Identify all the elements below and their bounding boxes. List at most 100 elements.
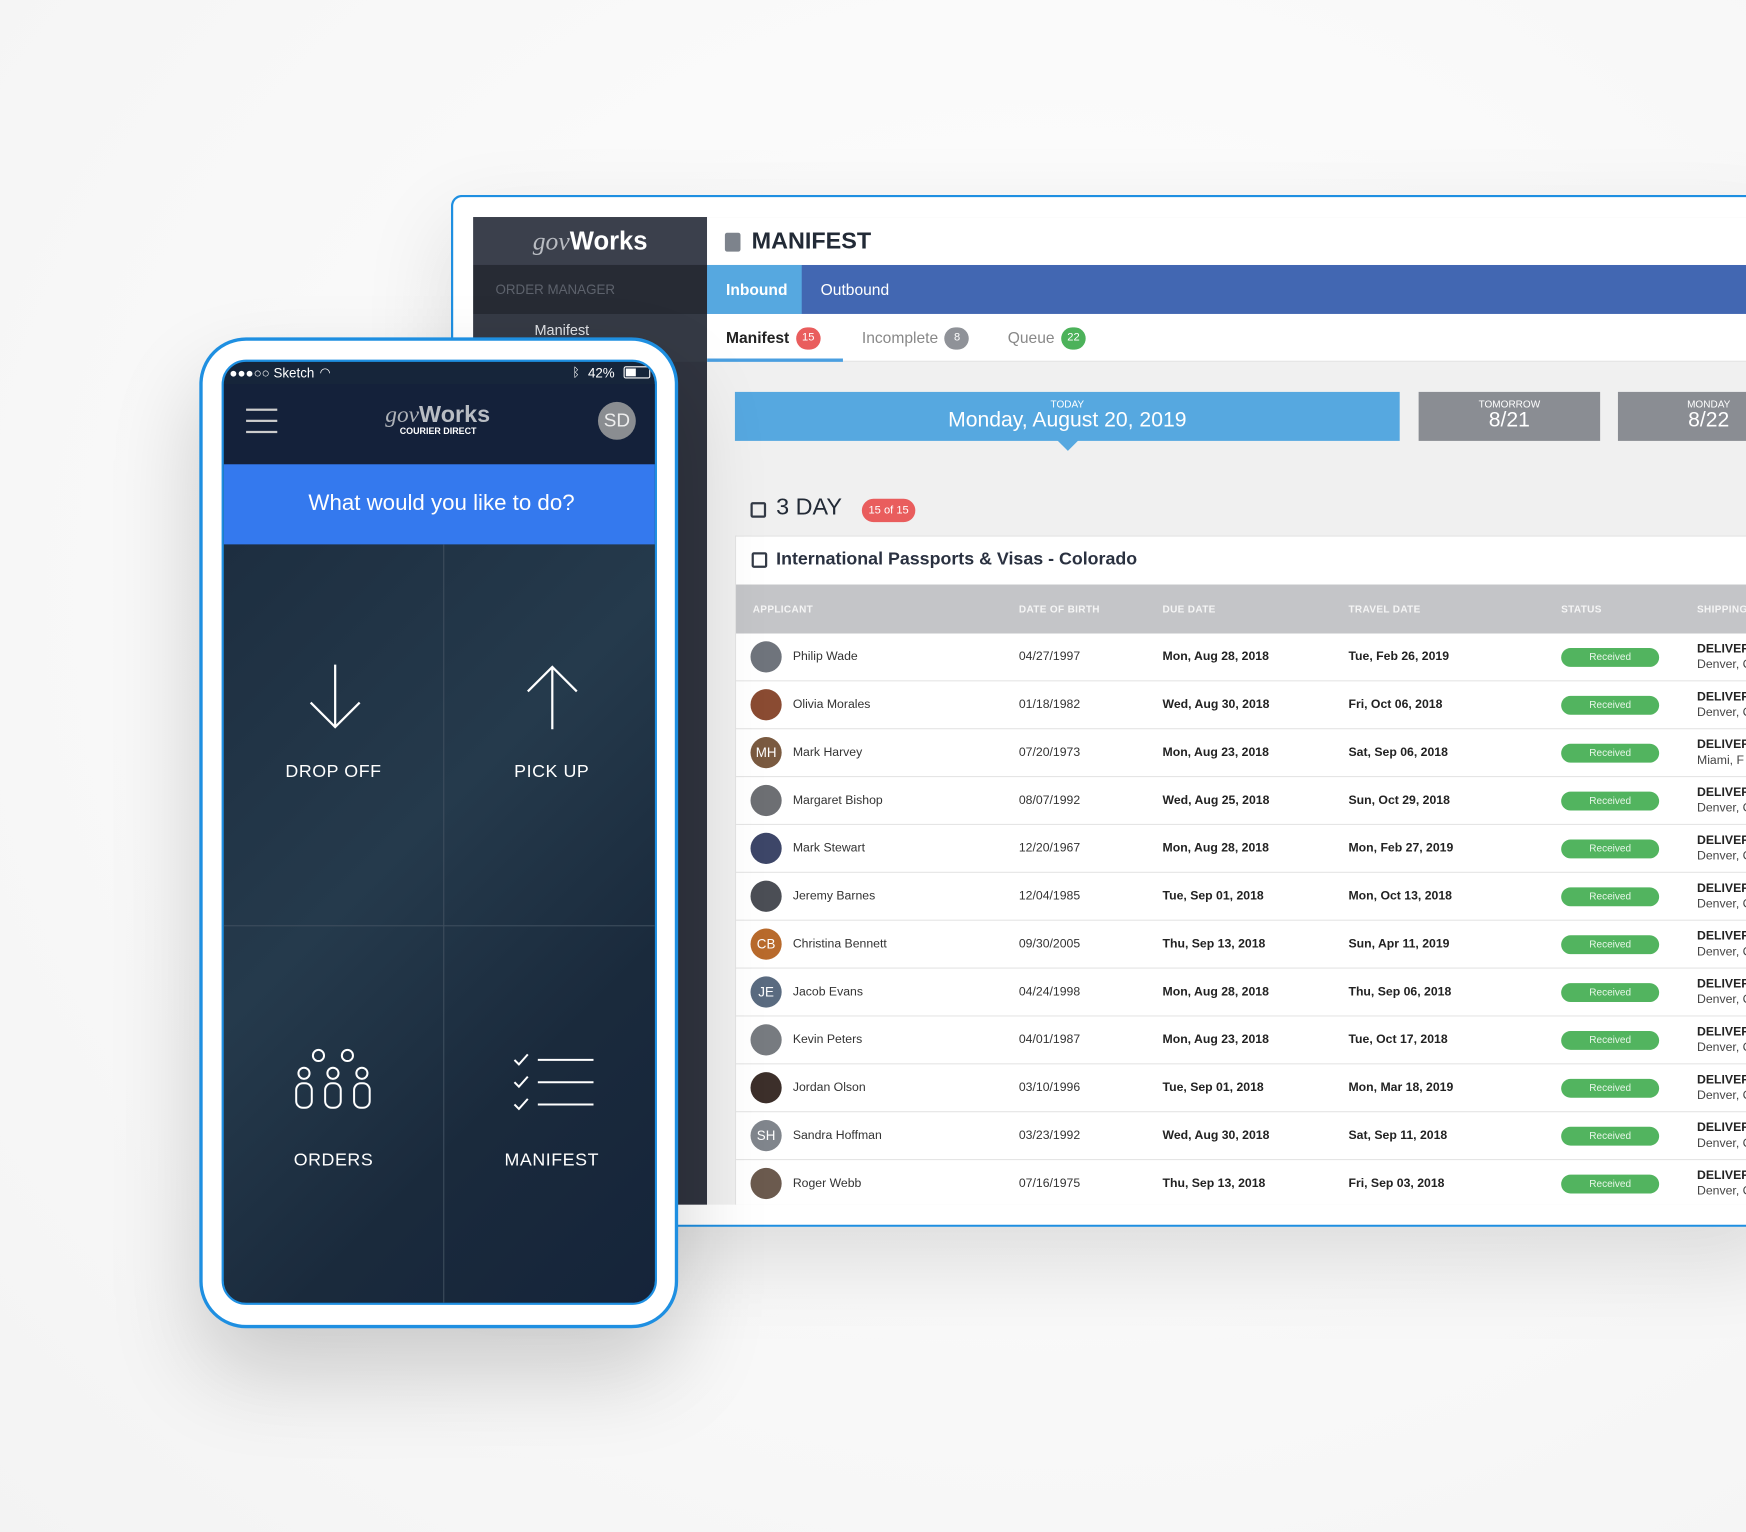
drop-off-button[interactable]: DROP OFF <box>224 544 443 925</box>
dob: 07/20/1973 <box>1018 745 1081 760</box>
col-status[interactable]: STATUS <box>1561 603 1602 615</box>
carrier: ●●●○○ Sketch <box>229 365 315 381</box>
people-icon <box>295 1048 371 1109</box>
page-header: MANIFEST <box>707 217 1746 265</box>
col-applicant[interactable]: APPLICANT <box>752 603 814 615</box>
card-checkbox[interactable] <box>751 552 768 568</box>
applicant-name[interactable]: Olivia Morales <box>792 698 871 712</box>
dob: 08/07/1992 <box>1018 793 1081 808</box>
applicant-avatar <box>750 1167 782 1200</box>
applicant-name[interactable]: Kevin Peters <box>792 1033 863 1047</box>
table-row[interactable]: MH Mark Harvey 07/20/1973 Mon, Aug 23, 2… <box>736 729 1746 778</box>
shipping-method: DELIVER <box>1697 1121 1746 1135</box>
shipping-city: Denver, C <box>1697 1041 1746 1055</box>
applicant-name[interactable]: Jordan Olson <box>792 1081 866 1095</box>
date-monday[interactable]: MONDAY 8/22 <box>1617 391 1746 441</box>
table-row[interactable]: Mark Stewart 12/20/1967 Mon, Aug 28, 201… <box>736 825 1746 873</box>
manifest-button[interactable]: MANIFEST <box>444 926 654 1302</box>
col-due-date[interactable]: DUE DATE <box>1162 603 1216 615</box>
table-row[interactable]: Jeremy Barnes 12/04/1985 Tue, Sep 01, 20… <box>736 873 1746 921</box>
action-grid: DROP OFF PICK UP ORDERS MANIFEST <box>223 544 655 1303</box>
shipping-method: DELIVER <box>1697 1169 1746 1183</box>
col-shipping[interactable]: SHIPPING <box>1697 603 1746 615</box>
table-row[interactable]: Jordan Olson 03/10/1996 Tue, Sep 01, 201… <box>736 1064 1746 1113</box>
applicant-name[interactable]: Mark Harvey <box>792 745 863 760</box>
applicant-avatar <box>750 880 782 912</box>
table-row[interactable]: Roger Webb 07/16/1975 Thu, Sep 13, 2018 … <box>736 1160 1746 1205</box>
subtab-label: Queue <box>1007 328 1055 347</box>
table-row[interactable]: Olivia Morales 01/18/1982 Wed, Aug 30, 2… <box>736 681 1746 730</box>
phone-screen: ●●●○○ Sketch ◠ ᛒ 42% govWorks COURIER DIR… <box>221 359 657 1305</box>
applicant-name[interactable]: Jacob Evans <box>792 985 863 999</box>
main-panel: MANIFEST Inbound Outbound Manifest 15 Inc… <box>707 217 1746 1205</box>
avatar[interactable]: SD <box>597 401 636 440</box>
shipping-method: DELIVER <box>1697 1073 1746 1087</box>
date-today[interactable]: TODAY Monday, August 20, 2019 <box>734 391 1400 451</box>
govworks-logo[interactable]: govWorks <box>473 217 708 265</box>
count-badge: 15 <box>795 327 821 350</box>
table-row[interactable]: Margaret Bishop 08/07/1992 Wed, Aug 25, … <box>736 777 1746 826</box>
direction-tabs: Inbound Outbound <box>707 264 1746 314</box>
shipping-method: DELIVER <box>1697 977 1746 991</box>
applicant-name[interactable]: Christina Bennett <box>792 937 887 951</box>
subtab-manifest[interactable]: Manifest 15 <box>707 314 843 362</box>
applicant-name[interactable]: Philip Wade <box>792 650 858 664</box>
shipping-method: DELIVER <box>1697 881 1746 896</box>
date-label: TOMORROW <box>1478 398 1541 410</box>
table-row[interactable]: SH Sandra Hoffman 03/23/1992 Wed, Aug 30… <box>736 1112 1746 1161</box>
col-dob[interactable]: DATE OF BIRTH <box>1018 603 1100 615</box>
dob: 03/23/1992 <box>1018 1128 1081 1143</box>
status-badge: Received <box>1561 647 1660 667</box>
status-badge: Received <box>1561 983 1660 1003</box>
table-row[interactable]: CB Christina Bennett 09/30/2005 Thu, Sep… <box>736 921 1746 969</box>
travel-date: Fri, Oct 06, 2018 <box>1348 698 1443 712</box>
date-tomorrow[interactable]: TOMORROW 8/21 <box>1418 391 1601 441</box>
table-row[interactable]: JE Jacob Evans 04/24/1998 Mon, Aug 28, 2… <box>736 969 1746 1017</box>
travel-date: Sat, Sep 06, 2018 <box>1348 745 1448 760</box>
dob: 04/27/1997 <box>1018 650 1081 664</box>
applicant-name[interactable]: Roger Webb <box>792 1176 862 1191</box>
shipping-city: Denver, C <box>1697 1136 1746 1151</box>
col-travel-date[interactable]: TRAVEL DATE <box>1348 603 1421 615</box>
subtabs: Manifest 15 Incomplete 8 Queue 22 <box>707 313 1746 362</box>
subtab-incomplete[interactable]: Incomplete 8 <box>862 314 970 362</box>
applicant-name[interactable]: Margaret Bishop <box>792 793 883 808</box>
subtab-label: Manifest <box>726 328 790 347</box>
table-row[interactable]: Kevin Peters 04/01/1987 Mon, Aug 23, 201… <box>736 1017 1746 1065</box>
hamburger-menu-icon[interactable] <box>246 408 278 434</box>
due-date: Thu, Sep 13, 2018 <box>1162 937 1266 951</box>
applicant-avatar: JE <box>750 976 782 1008</box>
due-date: Wed, Aug 30, 2018 <box>1162 698 1270 712</box>
applicant-avatar <box>750 641 782 673</box>
subtab-queue[interactable]: Queue 22 <box>1008 314 1086 362</box>
date-label: MONDAY <box>1687 398 1731 410</box>
action-label: DROP OFF <box>285 762 382 782</box>
shipping-method: DELIVER <box>1697 642 1746 656</box>
count-badge: 22 <box>1061 327 1086 350</box>
table-row[interactable]: Philip Wade 04/27/1997 Mon, Aug 28, 2018… <box>736 634 1746 682</box>
applicant-name[interactable]: Sandra Hoffman <box>792 1128 882 1143</box>
applicant-name[interactable]: Jeremy Barnes <box>792 889 876 903</box>
status-badge: Received <box>1561 887 1660 907</box>
battery-percent: 42% <box>587 365 615 381</box>
status-badge: Received <box>1561 839 1660 859</box>
tab-outbound[interactable]: Outbound <box>820 280 890 299</box>
shipping-method: DELIVER <box>1697 1025 1746 1039</box>
tab-inbound[interactable]: Inbound <box>707 264 802 314</box>
shipping-method: DELIVER <box>1697 929 1746 944</box>
applicant-avatar <box>750 689 782 721</box>
manifest-card: International Passports & Visas - Colora… <box>734 535 1746 1205</box>
pick-up-button[interactable]: PICK UP <box>444 544 654 925</box>
group-title: 3 DAY <box>776 494 842 520</box>
applicant-name[interactable]: Mark Stewart <box>792 841 865 856</box>
group-checkbox[interactable] <box>750 502 767 518</box>
due-date: Thu, Sep 13, 2018 <box>1162 1176 1266 1191</box>
orders-button[interactable]: ORDERS <box>224 926 443 1302</box>
due-date: Tue, Sep 01, 2018 <box>1162 1081 1264 1095</box>
